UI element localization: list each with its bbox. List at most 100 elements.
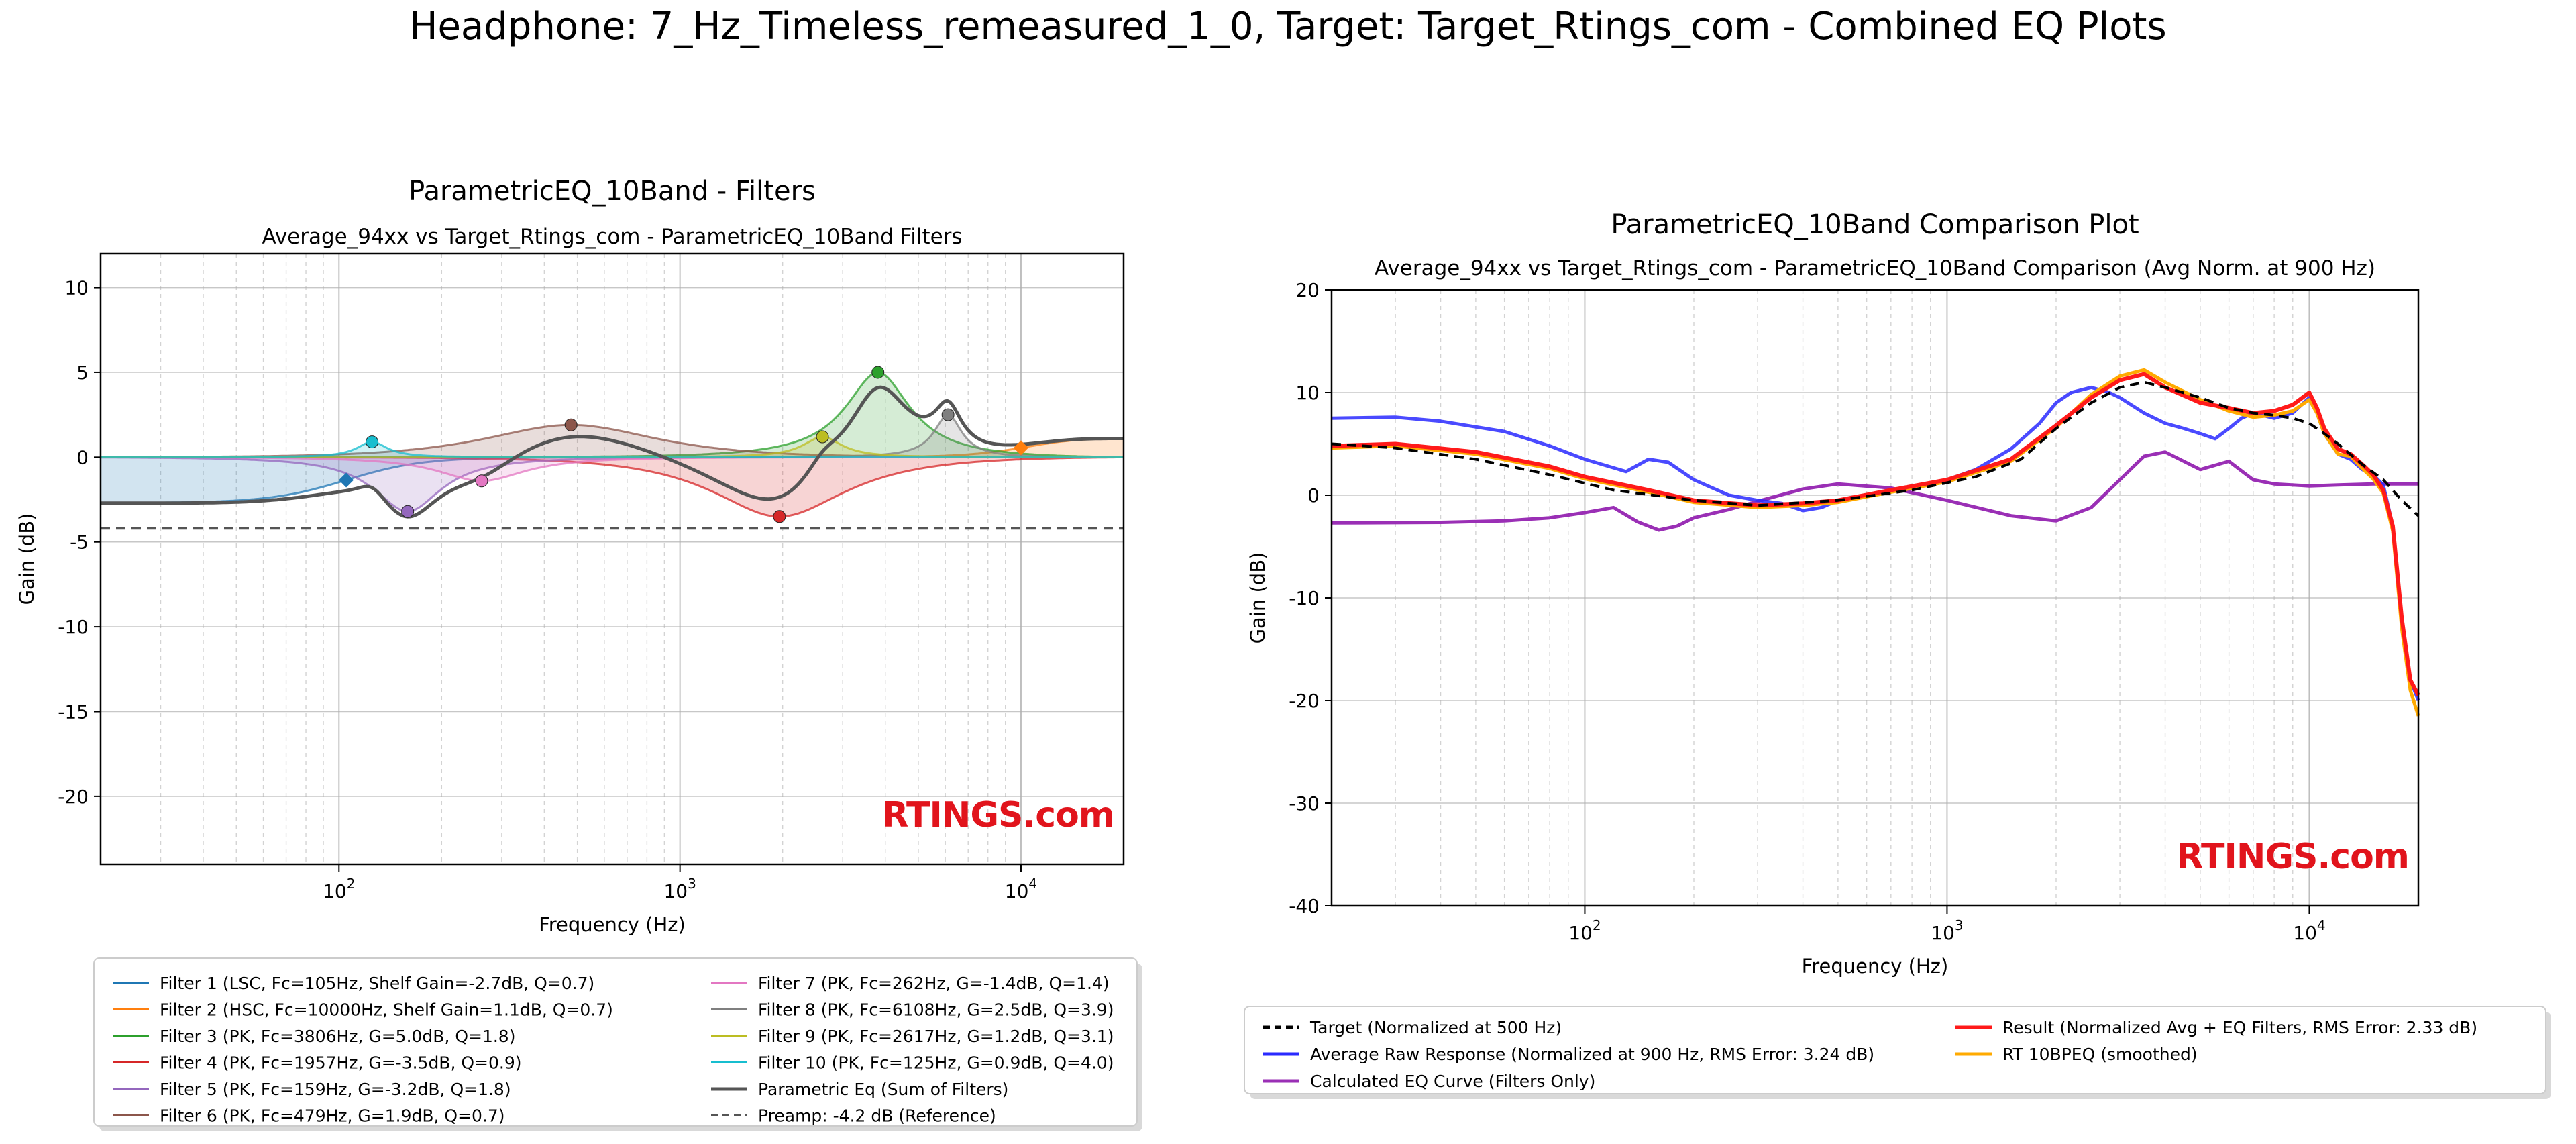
- filter-fill-1: [101, 457, 1124, 503]
- legend-1: Target (Normalized at 500 Hz) Result (Nor…: [1244, 1006, 2551, 1099]
- series-line-2: [1331, 450, 2418, 532]
- legend-label: Filter 7 (PK, Fc=262Hz, G=-1.4dB, Q=1.4): [758, 974, 1110, 993]
- grid: [1331, 289, 2419, 906]
- y-tick-label: 10: [1295, 382, 1320, 404]
- legend-item: Result (Normalized Avg + EQ Filters, RMS…: [1955, 1018, 2477, 1037]
- y-tick-label: -20: [58, 786, 89, 808]
- legend-label: Calculated EQ Curve (Filters Only): [1310, 1072, 1595, 1091]
- rtings-watermark: RTINGS.com: [881, 795, 1114, 835]
- filter-marker-9: [816, 430, 829, 444]
- x-tick-base: 10: [2293, 922, 2317, 944]
- x-tick-base: 10: [1005, 880, 1029, 902]
- y-tick-label: 0: [76, 446, 89, 468]
- legend-item: Filter 3 (PK, Fc=3806Hz, G=5.0dB, Q=1.8): [113, 1027, 515, 1046]
- filter-marker-8: [941, 408, 955, 421]
- chart-title: ParametricEQ_10Band Comparison Plot: [1611, 209, 2139, 240]
- filter-marker-3: [871, 366, 885, 379]
- x-tick-exponent: 2: [347, 876, 356, 892]
- filter-marker-5: [401, 505, 415, 518]
- x-axis-label: Frequency (Hz): [539, 913, 686, 936]
- chart-subtitle: Average_94xx vs Target_Rtings_com - Para…: [1375, 256, 2375, 280]
- legend-item: Filter 6 (PK, Fc=479Hz, G=1.9dB, Q=0.7): [113, 1106, 505, 1126]
- sum-of-filters-line: [101, 385, 1124, 519]
- y-tick-label: 10: [64, 277, 89, 299]
- filter-fill-4: [101, 457, 1124, 517]
- series-line-0: [1331, 380, 2420, 517]
- legend-item: Filter 5 (PK, Fc=159Hz, G=-3.2dB, Q=1.8): [113, 1080, 511, 1099]
- legend-label: Filter 2 (HSC, Fc=10000Hz, Shelf Gain=1.…: [160, 1000, 613, 1020]
- series-line-1: [1331, 385, 2420, 701]
- legend-label: Preamp: -4.2 dB (Reference): [758, 1106, 996, 1126]
- legend-item: Filter 8 (PK, Fc=6108Hz, G=2.5dB, Q=3.9): [711, 1000, 1114, 1020]
- plot-frame: [99, 252, 1125, 866]
- legend-label: Filter 6 (PK, Fc=479Hz, G=1.9dB, Q=0.7): [160, 1106, 505, 1126]
- legend-item: RT 10BPEQ (smoothed): [1955, 1045, 2198, 1064]
- legend-label: Target (Normalized at 500 Hz): [1309, 1018, 1562, 1037]
- comparison-lines: [1331, 368, 2420, 717]
- x-axis-label: Frequency (Hz): [1802, 955, 1949, 978]
- y-tick-label: -20: [1289, 690, 1320, 712]
- y-tick-label: -5: [70, 531, 89, 554]
- filter-fill-10: [101, 441, 1124, 458]
- filter-marker-4: [773, 510, 786, 523]
- filter-marker-7: [475, 474, 488, 488]
- x-tick-label: 104: [2293, 917, 2325, 944]
- legend-item: Calculated EQ Curve (Filters Only): [1263, 1072, 1595, 1091]
- y-tick-label: 5: [76, 362, 89, 384]
- filter-line-10: [101, 441, 1124, 458]
- legend-item: Preamp: -4.2 dB (Reference): [711, 1106, 996, 1126]
- x-tick-label: 103: [1931, 917, 1963, 944]
- figure-title: Headphone: 7_Hz_Timeless_remeasured_1_0,…: [409, 5, 2167, 48]
- y-tick-label: -30: [1289, 792, 1320, 815]
- legend-label: Result (Normalized Avg + EQ Filters, RMS…: [2002, 1018, 2477, 1037]
- x-tick-exponent: 4: [1028, 876, 1037, 892]
- filter-marker-1: [339, 472, 354, 488]
- legend-box: [1244, 1006, 2546, 1094]
- rtings-watermark: RTINGS.com: [2176, 837, 2409, 877]
- chart-title: ParametricEQ_10Band - Filters: [409, 176, 816, 207]
- legend-label: Parametric Eq (Sum of Filters): [758, 1080, 1008, 1099]
- y-axis-label: Gain (dB): [1246, 552, 1269, 644]
- y-tick-label: -15: [58, 701, 89, 723]
- chart-subtitle: Average_94xx vs Target_Rtings_com - Para…: [262, 225, 962, 249]
- x-tick-exponent: 3: [1955, 917, 1964, 933]
- legend-label: Filter 4 (PK, Fc=1957Hz, G=-3.5dB, Q=0.9…: [160, 1053, 522, 1073]
- legend-item: Filter 7 (PK, Fc=262Hz, G=-1.4dB, Q=1.4): [711, 974, 1110, 993]
- x-tick-label: 102: [1568, 917, 1601, 944]
- legend-item: Target (Normalized at 500 Hz): [1263, 1018, 1562, 1037]
- filter-curves: [100, 366, 1124, 530]
- grid: [100, 254, 1124, 864]
- series-line-3: [1331, 372, 2420, 696]
- legend-item: Average Raw Response (Normalized at 900 …: [1263, 1045, 1874, 1064]
- filter-marker-6: [564, 418, 578, 431]
- legend-item: Parametric Eq (Sum of Filters): [711, 1080, 1008, 1099]
- legend-item: Filter 10 (PK, Fc=125Hz, G=0.9dB, Q=4.0): [711, 1053, 1114, 1073]
- x-tick-exponent: 2: [1593, 917, 1601, 933]
- legend-label: Filter 10 (PK, Fc=125Hz, G=0.9dB, Q=4.0): [758, 1053, 1114, 1073]
- x-tick-label: 103: [663, 876, 696, 902]
- legend-label: Filter 8 (PK, Fc=6108Hz, G=2.5dB, Q=3.9): [758, 1000, 1114, 1020]
- x-tick-base: 10: [663, 880, 688, 902]
- chart-0: ParametricEQ_10Band - Filters Average_94x…: [15, 176, 1125, 936]
- legend-item: Filter 4 (PK, Fc=1957Hz, G=-3.5dB, Q=0.9…: [113, 1053, 522, 1073]
- legend-0: Filter 1 (LSC, Fc=105Hz, Shelf Gain=-2.7…: [93, 957, 1142, 1131]
- legend-label: Filter 1 (LSC, Fc=105Hz, Shelf Gain=-2.7…: [160, 974, 594, 993]
- x-tick-label: 102: [323, 876, 355, 902]
- y-tick-label: -10: [1289, 587, 1320, 609]
- legend-label: Average Raw Response (Normalized at 900 …: [1310, 1045, 1874, 1064]
- legend-label: RT 10BPEQ (smoothed): [2002, 1045, 2198, 1064]
- legend-label: Filter 3 (PK, Fc=3806Hz, G=5.0dB, Q=1.8): [160, 1027, 515, 1046]
- filter-marker-2: [1013, 440, 1028, 456]
- legend-box: [93, 957, 1138, 1127]
- y-tick-label: 20: [1295, 279, 1320, 301]
- filter-fill-5: [101, 457, 1124, 512]
- x-tick-base: 10: [1568, 922, 1593, 944]
- y-axis-label: Gain (dB): [15, 513, 38, 605]
- legend-item: Filter 2 (HSC, Fc=10000Hz, Shelf Gain=1.…: [113, 1000, 613, 1020]
- chart-1: ParametricEQ_10Band Comparison Plot Avera…: [1246, 209, 2420, 978]
- x-tick-base: 10: [323, 880, 347, 902]
- x-tick-base: 10: [1931, 922, 1955, 944]
- y-tick-label: -40: [1289, 895, 1320, 917]
